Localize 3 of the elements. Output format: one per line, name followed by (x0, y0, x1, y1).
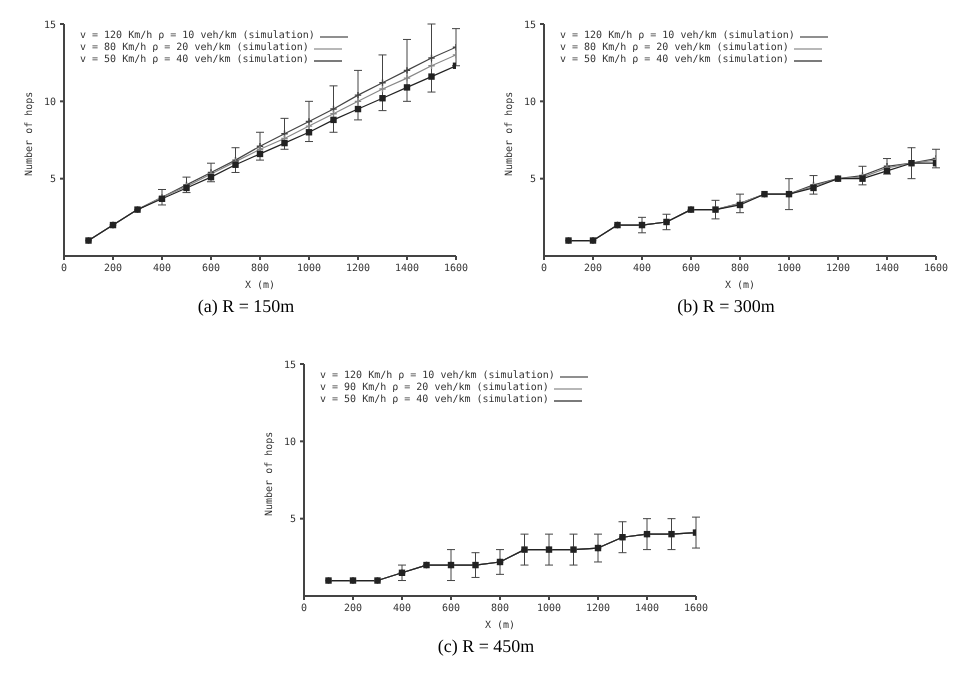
text: (c) R = 450m (435, 636, 537, 656)
text: (a) R = 150m (195, 296, 297, 316)
text: (b) R = 300m (675, 296, 777, 316)
